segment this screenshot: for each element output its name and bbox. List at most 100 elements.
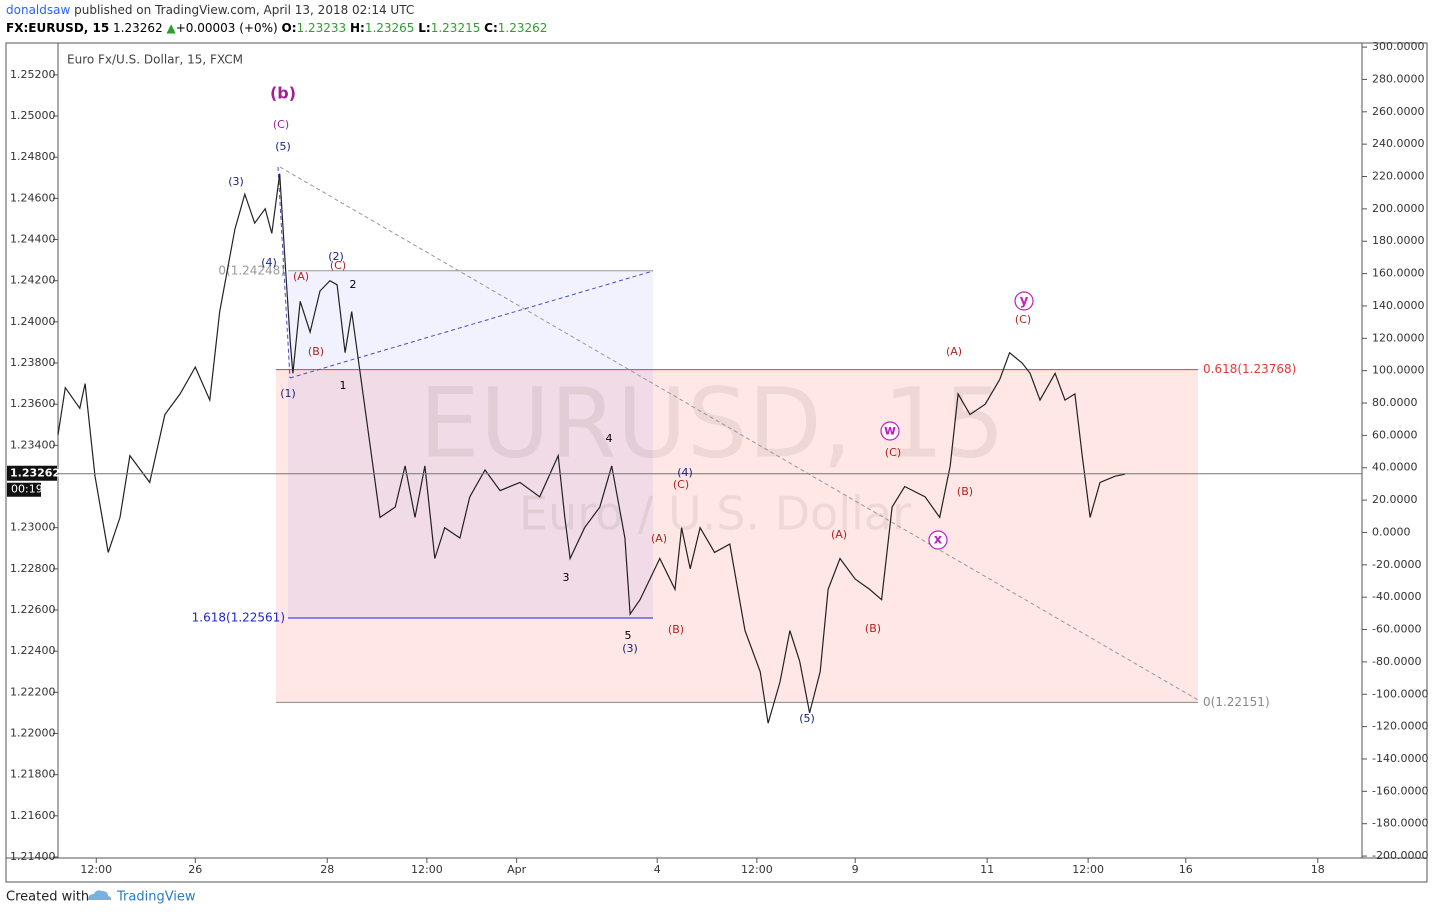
x-tick-label: 28: [320, 863, 334, 876]
wave-label: (4): [677, 466, 693, 479]
wave-label: (A): [651, 532, 667, 545]
x-tick-label: 12:00: [80, 863, 112, 876]
y-tick-label: 1.24400: [10, 233, 56, 246]
y2-tick-label: 160.0000: [1372, 267, 1425, 280]
y-tick-label: 1.24000: [10, 315, 56, 328]
price-line: [57, 173, 1126, 724]
y-tick-label: 1.24600: [10, 191, 56, 204]
wave-label: (C): [885, 446, 901, 459]
y-tick-label: 1.22200: [10, 685, 56, 698]
wave-label: (C): [673, 478, 689, 491]
c: 1.23262: [497, 21, 548, 35]
wave-label: w: [884, 424, 896, 439]
y2-tick-label: -80.0000: [1372, 655, 1421, 668]
y2-tick-label: -140.0000: [1372, 752, 1428, 765]
x-tick-label: 26: [188, 863, 202, 876]
y-tick-label: 1.21400: [10, 850, 56, 863]
trendline: [279, 166, 1199, 701]
watermark: EURUSD, 15: [419, 367, 1005, 479]
y-tick-label: 1.22400: [10, 644, 56, 657]
footer-brand[interactable]: TradingView: [116, 890, 196, 905]
y2-tick-label: 40.0000: [1372, 461, 1418, 474]
x-tick-label: Apr: [507, 863, 527, 876]
y-tick-label: 1.24800: [10, 150, 56, 163]
frame: [5, 42, 1428, 883]
wave-label: 2: [350, 278, 357, 291]
fib-label: 0.618(1.23768): [1203, 362, 1296, 376]
fib-zone: [288, 270, 653, 619]
wave-label: (4): [261, 256, 277, 269]
wave-label: (5): [799, 712, 815, 725]
wave-label: (C): [1015, 313, 1031, 326]
y-tick-label: 1.23000: [10, 521, 56, 534]
fib-label: 0(1.22151): [1203, 695, 1270, 709]
x-tick-label: 18: [1311, 863, 1325, 876]
wave-label: (5): [275, 140, 291, 153]
wave-label: 3: [563, 571, 570, 584]
wave-label: 1: [340, 379, 347, 392]
change: +0.00003 (+0%): [175, 21, 278, 35]
wave-label: (B): [957, 485, 973, 498]
y2-tick-label: -180.0000: [1372, 817, 1428, 830]
o-label: O:: [281, 21, 297, 35]
h-label: H:: [349, 21, 365, 35]
y2-tick-label: 300.0000: [1372, 40, 1425, 53]
wave-label: (B): [308, 345, 324, 358]
y-tick-label: 1.22000: [10, 726, 56, 739]
wave-label: (2): [328, 250, 344, 263]
wave-label: (3): [622, 642, 638, 655]
y2-tick-label: 280.0000: [1372, 72, 1425, 85]
fib-label: 0(1.24248): [218, 263, 285, 277]
wave-label: (B): [668, 623, 684, 636]
price-tag-label: 1.23262: [10, 467, 60, 480]
y2-tick-label: -60.0000: [1372, 623, 1421, 636]
y2-tick-label: -100.0000: [1372, 687, 1428, 700]
y-tick-label: 1.24200: [10, 274, 56, 287]
x-tick-label: 4: [654, 863, 661, 876]
y-tick-label: 1.22800: [10, 562, 56, 575]
author[interactable]: donaldsaw: [6, 3, 71, 17]
wave-label: (C): [273, 118, 289, 131]
wave-label: (3): [228, 175, 244, 188]
trendline: [277, 166, 291, 379]
c-label: C:: [484, 21, 498, 35]
y2-tick-label: 140.0000: [1372, 299, 1425, 312]
wave-circle: [880, 421, 900, 441]
wave-label: (B): [865, 622, 881, 635]
y2-tick-label: 240.0000: [1372, 137, 1425, 150]
y-tick-label: 1.22600: [10, 603, 56, 616]
y2-tick-label: -40.0000: [1372, 590, 1421, 603]
fib-label: 1.618(1.22561): [192, 611, 285, 625]
h: 1.23265: [364, 21, 415, 35]
y2-tick-label: 100.0000: [1372, 364, 1425, 377]
symbol: FX:EURUSD, 15: [6, 21, 110, 35]
l: 1.23215: [430, 21, 481, 35]
countdown: 00:19: [11, 483, 43, 496]
arrow: ▲: [166, 21, 176, 35]
wave-label: x: [934, 533, 943, 548]
wave-label: (A): [831, 528, 847, 541]
y2-tick-label: 80.0000: [1372, 396, 1418, 409]
y-tick-label: 1.23800: [10, 356, 56, 369]
trendline: [289, 270, 654, 379]
x-tick-label: 12:00: [741, 863, 773, 876]
fib-zone: [276, 369, 1198, 703]
wave-circle: [928, 530, 948, 550]
x-tick-label: 9: [852, 863, 859, 876]
footer-created: Created with: [6, 890, 89, 905]
y-tick-label: 1.25000: [10, 109, 56, 122]
y-tick-label: 1.23600: [10, 397, 56, 410]
y2-tick-label: -200.0000: [1372, 849, 1428, 862]
x-tick-label: 16: [1179, 863, 1193, 876]
y2-tick-label: 260.0000: [1372, 105, 1425, 118]
y2-tick-label: 0.0000: [1372, 525, 1411, 538]
wave-label: (b): [270, 84, 296, 103]
l-label: L:: [418, 21, 431, 35]
y2-tick-label: 120.0000: [1372, 331, 1425, 344]
y-tick-label: 1.23400: [10, 438, 56, 451]
y2-tick-label: 60.0000: [1372, 428, 1418, 441]
wave-label: (1): [280, 387, 296, 400]
y-tick-label: 1.21600: [10, 809, 56, 822]
